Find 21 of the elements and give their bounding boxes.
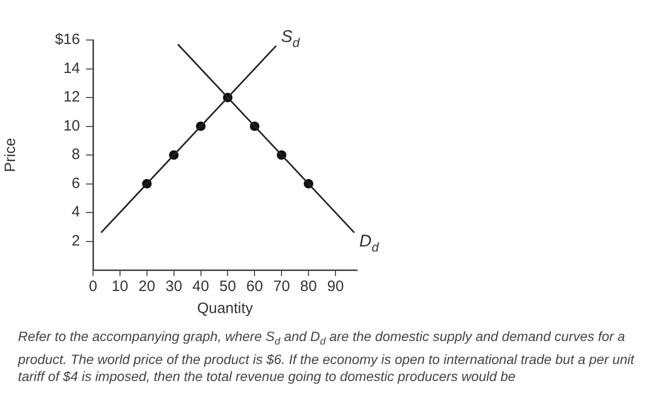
x-axis-title: Quantity: [197, 300, 254, 318]
x-tick-label: 20: [138, 278, 156, 296]
x-tick-label: 60: [246, 278, 263, 296]
x-tick-label: 30: [165, 278, 182, 296]
x-tick-label: 50: [219, 278, 236, 296]
x-tick-label: 10: [112, 278, 128, 296]
y-tick-label: 4: [72, 204, 80, 221]
text: Refer to the accompanying graph, where S$_{d}$ and D$_{d}$ are the domestic supply and demand curves for a product. The world price of the product is $6. If the economy is open to international trade but a per unit tariff of $4 is imposed, then the total revenue going to domestic producers would be: [18, 328, 636, 385]
x-tick-label: 80: [300, 278, 317, 296]
y-axis-title: Price: [2, 138, 20, 172]
y-tick-label: 8: [72, 146, 80, 164]
y-tick-label: 12: [63, 88, 80, 106]
y-tick-label: $16: [54, 31, 80, 48]
x-tick-label: 90: [327, 278, 344, 296]
x-tick-label: 70: [273, 278, 290, 296]
y-tick-label: 10: [63, 117, 80, 134]
x-tick-label: 40: [192, 278, 210, 296]
y-tick-label: 14: [63, 60, 80, 77]
y-tick-label: 6: [72, 174, 80, 192]
y-tick-label: 2: [72, 232, 80, 250]
x-tick-label: 0: [88, 278, 98, 296]
